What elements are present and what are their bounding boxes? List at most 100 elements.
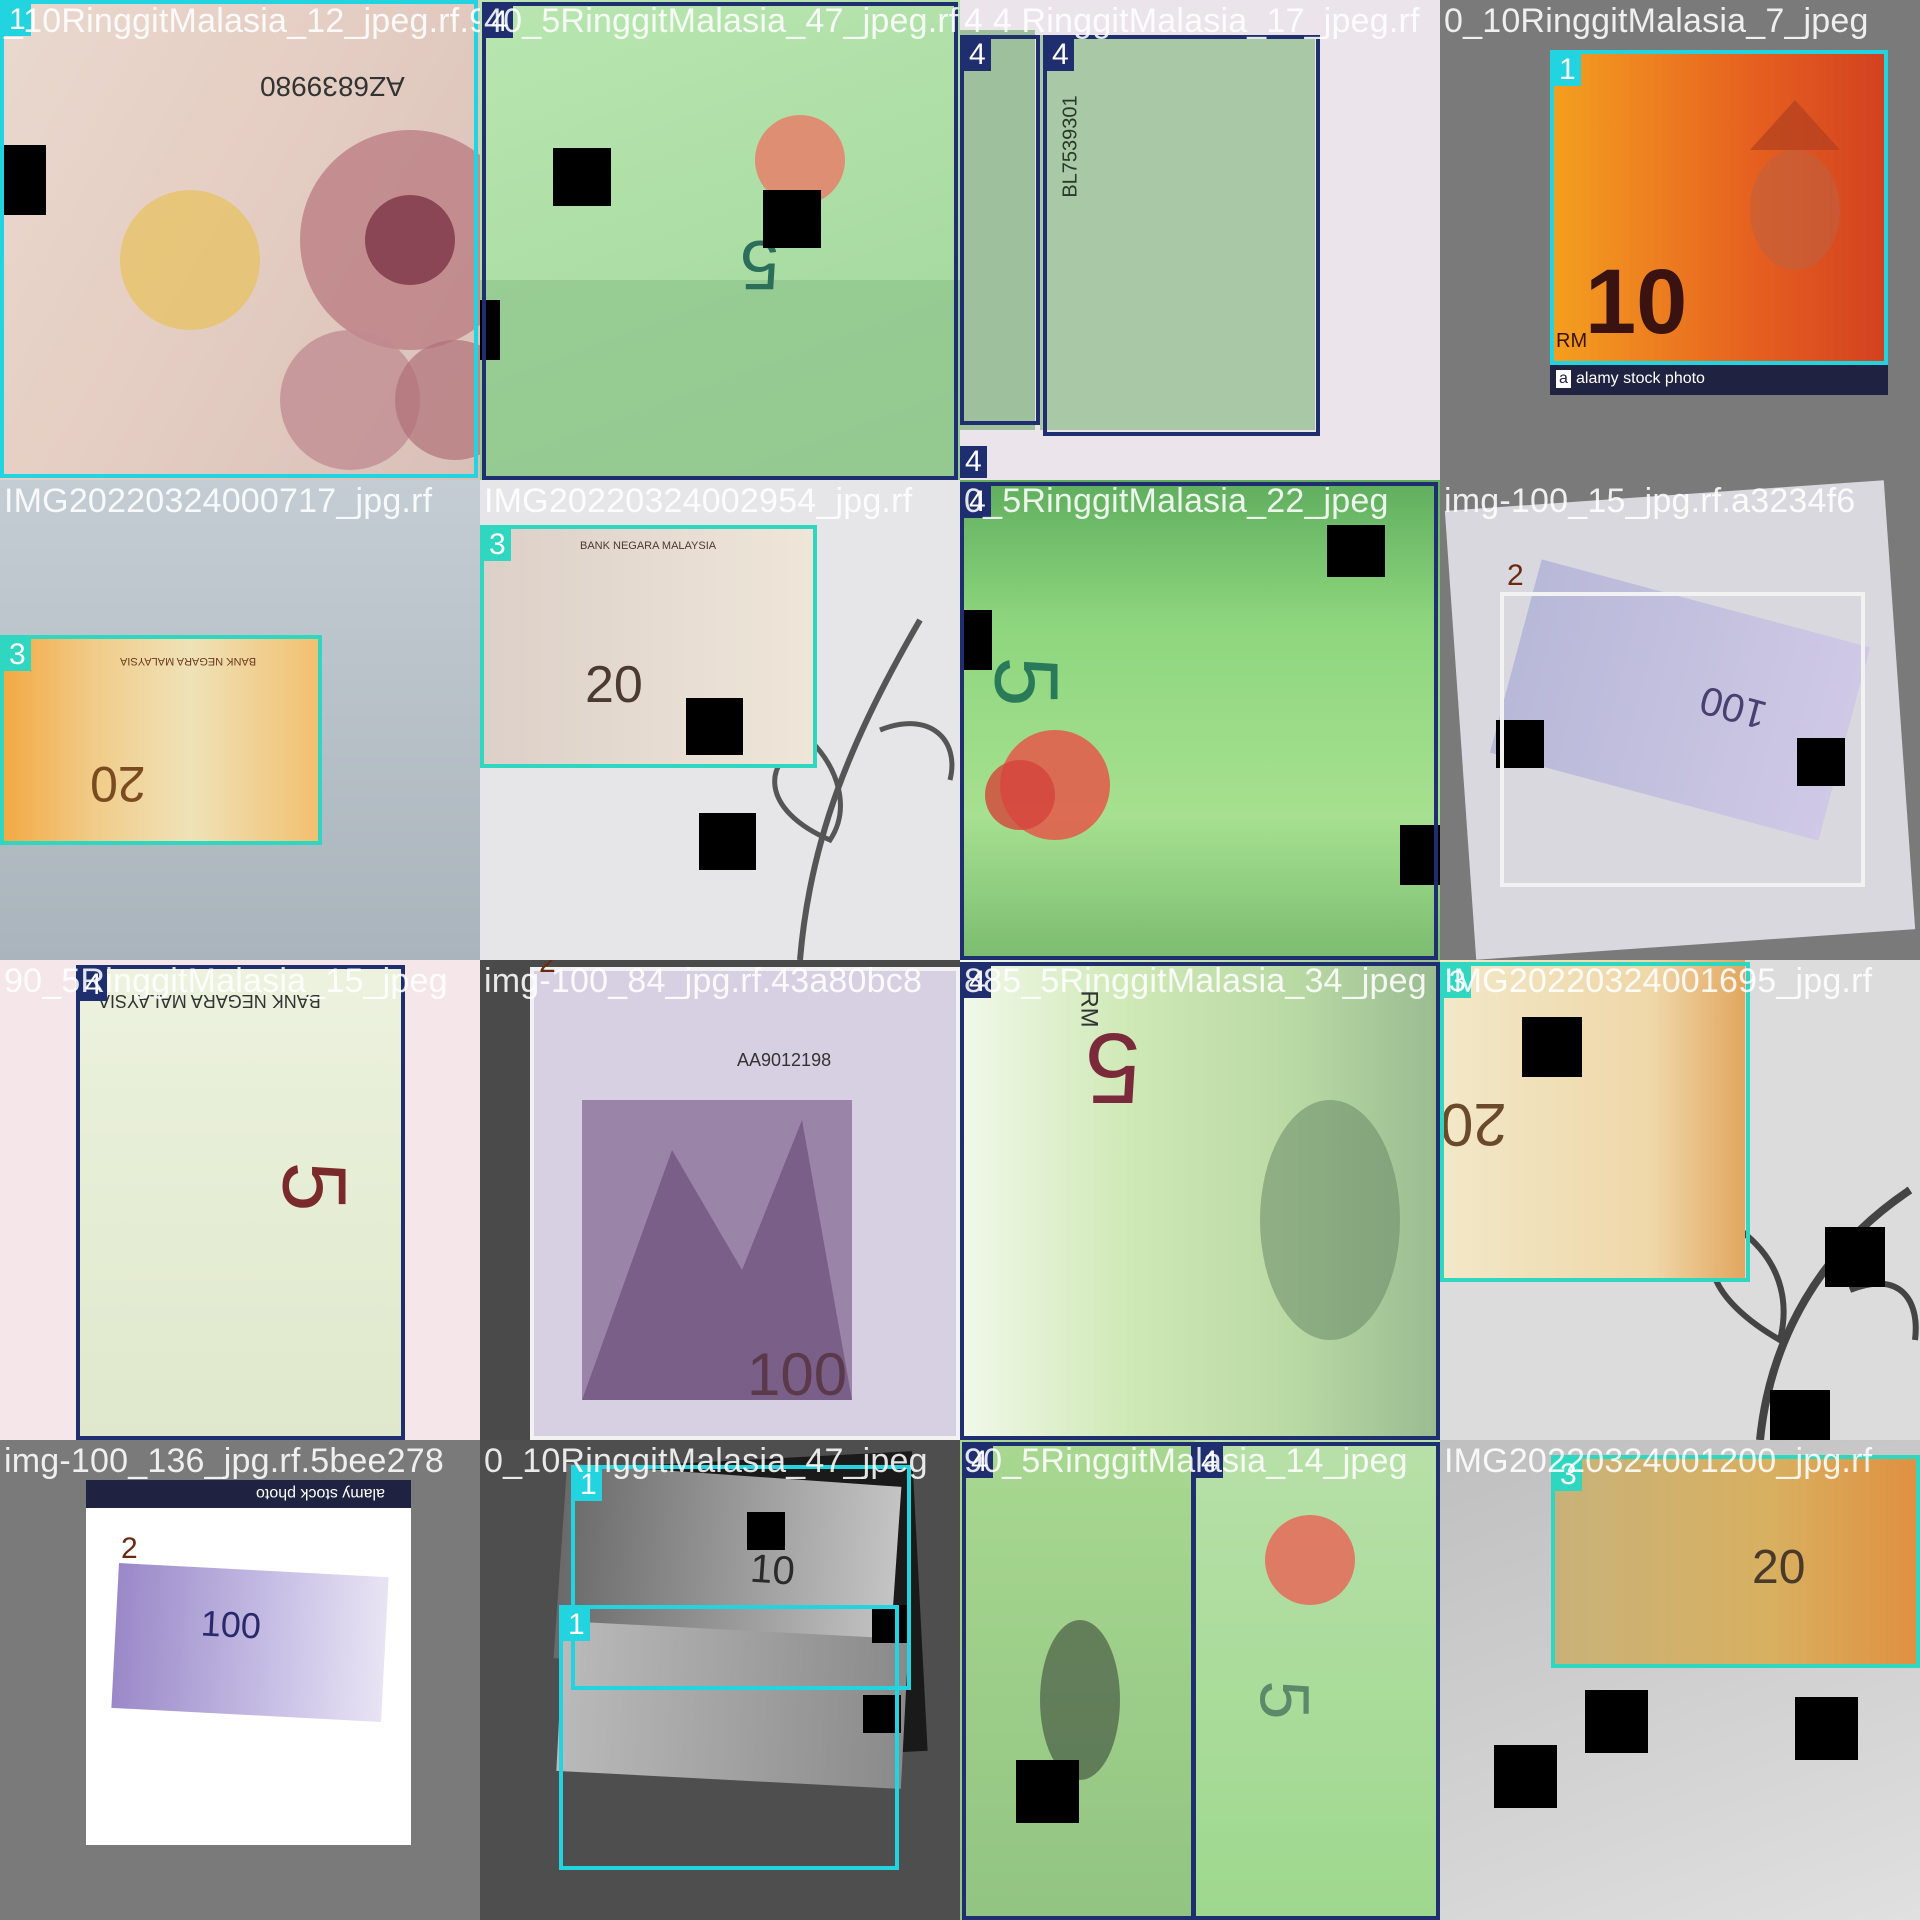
cutout-mask	[747, 1512, 785, 1550]
tile-14: 5 4 4 90_5RinggitMalasia_14_jpeg	[960, 1440, 1440, 1920]
detection-box: 3	[0, 635, 322, 845]
banknote-image: AZ6839980	[0, 0, 480, 480]
detection-box: 3	[1551, 1455, 1920, 1668]
banknote-image: BL7539301	[1040, 35, 1315, 430]
banknote-image: 20 BANK NEGARA MALAYSIA	[480, 525, 815, 765]
class-label: 4	[1047, 39, 1074, 71]
class-label: 3	[1555, 1459, 1582, 1491]
hibiscus-art	[1265, 1515, 1355, 1605]
tile-title: _10RinggitMalasia_12_jpeg.rf.9c0f4e7e	[4, 2, 480, 40]
tile-12: alamy stock photo 100 2 img-100_136_jpg.…	[0, 1440, 480, 1920]
banknote-image: 5	[480, 0, 960, 480]
cutout-mask	[1400, 825, 1440, 885]
tile-title: img-100_15_jpg.rf.a3234f6	[1444, 482, 1856, 520]
detection-box: 4	[1192, 1442, 1440, 1920]
banknote-image	[960, 1440, 1195, 1920]
tile-11: 20 3 IMG20220324001695_jpg.rf	[1440, 960, 1920, 1440]
tile-title: 0_10RinggitMalasia_47_jpeg	[484, 1442, 928, 1480]
cutout-mask	[0, 145, 46, 215]
watermark-bar: alamy stock photo	[86, 1480, 411, 1508]
tile-4: 20 BANK NEGARA MALAYSIA 3 IMG20220324000…	[0, 480, 480, 960]
detection-box: 4	[960, 35, 1040, 425]
tile-title: 40_5RinggitMalasia_47_jpeg.rf.9b2f4a0c	[484, 2, 960, 40]
cutout-mask	[1496, 720, 1544, 768]
detection-box: 1	[0, 0, 478, 478]
cutout-mask	[1585, 1690, 1648, 1753]
tile-title: IMG20220324001695_jpg.rf	[1444, 962, 1873, 1000]
detection-box: 4	[960, 962, 1440, 1440]
cutout-mask	[1016, 1760, 1079, 1823]
class-label: 4	[486, 6, 513, 38]
banknote-image: 20 BANK NEGARA MALAYSIA	[0, 635, 318, 845]
cutout-mask	[763, 190, 821, 248]
banknote-image: 5 RM	[960, 960, 1440, 1440]
class-label: 1	[575, 1469, 602, 1501]
tile-13: 10 1 1 0_10RinggitMalasia_47_jpeg	[480, 1440, 960, 1920]
mountain-art	[582, 1100, 852, 1400]
tile-title: 0_5RinggitMalasia_22_jpeg	[964, 482, 1389, 520]
class-label: 3	[4, 639, 31, 671]
portrait-art	[1750, 100, 1840, 270]
tile-title: img-100_84_jpg.rf.43a80bc8	[484, 962, 923, 1000]
detection-box: 3	[1440, 962, 1750, 1282]
class-label: 1	[563, 1609, 590, 1641]
banknote-image: 20	[1440, 960, 1745, 1280]
detection-box: 4	[962, 1442, 1195, 1920]
tile-title: IMG20220324001200_jpg.rf	[1444, 1442, 1873, 1480]
cutout-mask	[1522, 1017, 1582, 1077]
cutout-mask	[1795, 1697, 1858, 1760]
class-label: 2	[121, 1532, 138, 1565]
cutout-mask	[1327, 525, 1385, 577]
cutout-mask	[1494, 1745, 1557, 1808]
tile-title: 0_10RinggitMalasia_7_jpeg	[1444, 2, 1869, 40]
banknote-image: 5	[1195, 1440, 1440, 1920]
detection-box: 4	[76, 965, 405, 1440]
portrait-art	[1260, 1100, 1400, 1340]
tile-5: 20 BANK NEGARA MALAYSIA 3 IMG20220324002…	[480, 480, 960, 960]
class-label: 4	[964, 486, 991, 518]
cutout-mask	[1797, 738, 1845, 786]
tile-title: 4 4 RinggitMalasia_17_jpeg.rf	[964, 2, 1420, 40]
banknote-image: 10 RM	[1550, 50, 1888, 365]
tile-10: 5 RM 4 885_5RinggitMalasia_34_jpeg	[960, 960, 1440, 1440]
rafflesia-art	[120, 130, 480, 470]
serial-text: AA9012198	[737, 1050, 832, 1070]
class-label: 1	[1554, 54, 1581, 86]
class-label: 4	[964, 966, 991, 998]
tile-title: img-100_136_jpg.rf.5bee278	[4, 1442, 444, 1480]
class-label: 4	[80, 969, 107, 1001]
cutout-mask	[699, 813, 756, 870]
tile-1: 5 4 40_5RinggitMalasia_47_jpeg.rf.9b2f4a…	[480, 0, 960, 480]
detection-box: 2	[112, 1533, 388, 1725]
cutout-mask	[872, 1605, 910, 1643]
detection-box: 1	[571, 1465, 911, 1690]
hibiscus-art	[985, 730, 1110, 840]
class-label: 3	[484, 529, 511, 561]
cutout-mask	[686, 698, 743, 755]
denomination-text: 10	[1585, 251, 1688, 353]
banknote-image: 20	[1552, 1455, 1920, 1665]
cutout-mask	[863, 1695, 901, 1733]
detection-box: 1	[559, 1605, 899, 1870]
class-label: 4	[1196, 1446, 1223, 1478]
denomination-text: 100	[747, 1341, 848, 1408]
cutout-mask	[1770, 1390, 1830, 1440]
currency-text: RM	[1556, 330, 1588, 352]
watermark-mark: a	[1556, 370, 1571, 388]
cutout-mask	[553, 148, 611, 206]
bird-art	[1040, 1620, 1120, 1780]
hibiscus-art	[480, 115, 960, 480]
tile-6: 5 4 0_5RinggitMalasia_22_jpeg	[960, 480, 1440, 960]
watermark-text: alamy stock photo	[1576, 370, 1705, 387]
class-label: 2	[539, 960, 556, 979]
tile-title: 885_5RinggitMalasia_34_jpeg	[964, 962, 1427, 1000]
class-label: 2	[1507, 559, 1524, 592]
tile-title: 90_5RinggitMalasia_14_jpeg	[964, 1442, 1408, 1480]
tile-2: BL7539301 4 4 4 4 4 RinggitMalasia_17_jp…	[960, 0, 1440, 480]
detection-box: 4	[1043, 35, 1320, 436]
watermark-bar: a alamy stock photo	[1550, 365, 1888, 395]
detection-box: 2	[1500, 560, 1865, 887]
tile-8: BANK NEGARA MALAYSIA 5 4 90_5RinggitMala…	[0, 960, 480, 1440]
tile-title: 90_5RinggitMalasia_15_jpeg	[4, 962, 448, 1000]
